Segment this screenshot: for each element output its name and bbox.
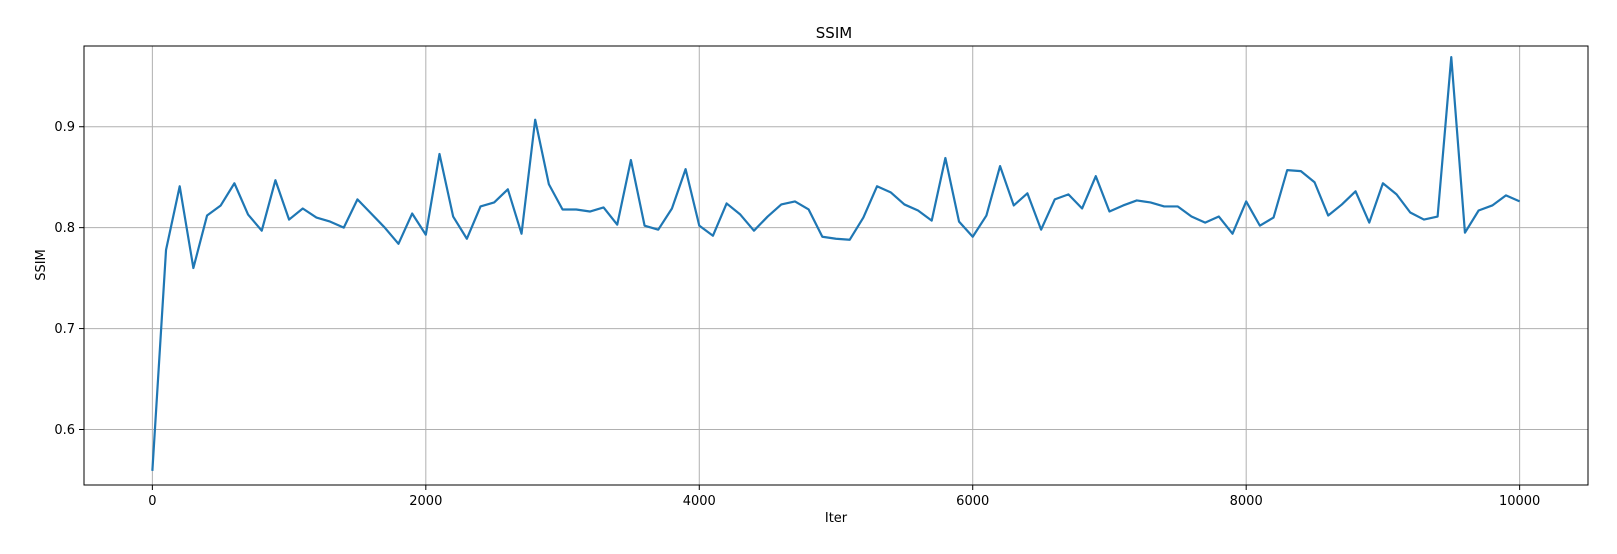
plot-area-frame	[83, 45, 1589, 486]
x-tick-label: 8000	[1230, 494, 1263, 509]
y-axis-title: SSIM	[34, 249, 49, 281]
x-tick-label: 10000	[1499, 494, 1540, 509]
y-tick-label: 0.8	[54, 221, 75, 236]
grid	[84, 46, 1588, 485]
x-tick-label: 4000	[683, 494, 716, 509]
y-tick-label: 0.7	[54, 322, 75, 337]
y-axis: 0.6 0.7 0.8 0.9	[54, 120, 84, 438]
y-tick-label: 0.6	[54, 423, 75, 438]
series-line-group	[151, 55, 1521, 471]
chart-title: SSIM	[816, 24, 852, 42]
x-tick-label: 2000	[409, 494, 442, 509]
x-axis: 0 2000 4000 6000 8000 10000	[148, 485, 1540, 509]
series-line	[151, 55, 1521, 471]
x-tick-label: 6000	[956, 494, 989, 509]
y-tick-label: 0.9	[54, 120, 75, 135]
x-axis-title: Iter	[825, 511, 848, 526]
x-tick-label: 0	[148, 494, 156, 509]
